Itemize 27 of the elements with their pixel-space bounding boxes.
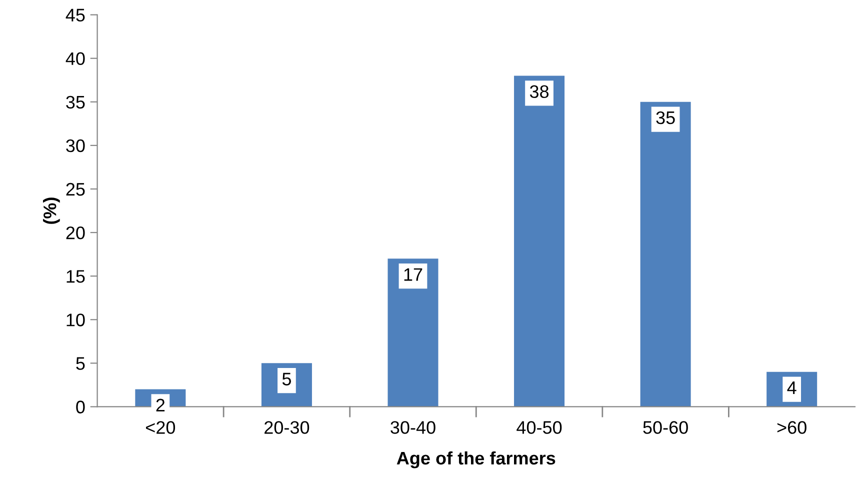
data-label: 17 <box>404 268 422 281</box>
y-tick-label: 0 <box>76 400 85 414</box>
data-label: 5 <box>282 372 291 386</box>
bar <box>388 258 438 407</box>
x-axis-title: Age of the farmers <box>396 451 556 468</box>
y-tick-label: 45 <box>66 8 85 22</box>
x-tick-label: <20 <box>146 421 176 434</box>
data-label: 35 <box>656 111 675 124</box>
y-tick-label: 20 <box>66 226 85 240</box>
x-tick-label: 50-60 <box>643 421 688 434</box>
y-axis-title: (%) <box>43 198 60 224</box>
x-tick-label: 40-50 <box>516 421 562 434</box>
data-label: 4 <box>787 382 796 394</box>
data-label: 38 <box>530 85 549 98</box>
data-label: 2 <box>156 398 165 412</box>
x-tick-label: 30-40 <box>390 421 436 434</box>
y-tick-label: 15 <box>66 270 85 283</box>
y-tick-label: 35 <box>66 96 85 109</box>
x-tick-label: 20-30 <box>264 421 310 434</box>
y-tick-label: 30 <box>66 139 85 152</box>
y-tick-label: 5 <box>76 357 85 370</box>
x-tick-label: >60 <box>777 421 806 434</box>
y-tick-label: 25 <box>66 182 85 196</box>
y-tick-label: 40 <box>66 52 85 66</box>
y-tick-label: 10 <box>66 314 85 326</box>
bar <box>514 76 565 407</box>
bar <box>640 102 691 407</box>
